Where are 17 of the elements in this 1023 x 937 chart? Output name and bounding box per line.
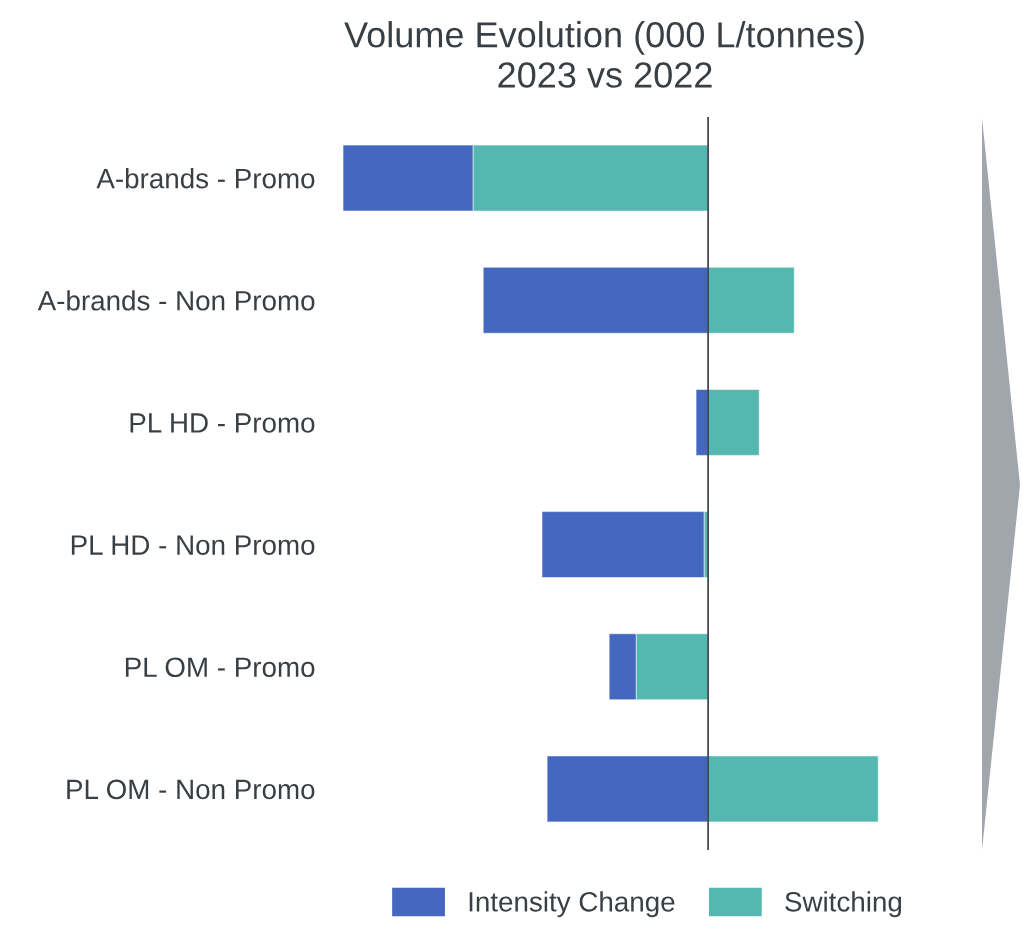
chart-title: Volume Evolution (000 L/tonnes) xyxy=(344,21,864,55)
bar xyxy=(541,511,705,578)
y-tick-label: A-brands - Non Promo xyxy=(37,290,315,311)
bar xyxy=(707,266,795,334)
y-tick-label: A-brands - Promo xyxy=(96,168,315,189)
legend-label: Switching xyxy=(785,891,902,918)
y-tick-label: PL HD - Non Promo xyxy=(71,535,315,555)
y-tick-label: PL OM - Promo xyxy=(125,657,315,678)
chart-subtitle: 2023 vs 2022 xyxy=(498,62,712,88)
bar xyxy=(707,755,879,823)
bar xyxy=(707,389,760,456)
legend-label: Intensity Change xyxy=(469,891,675,918)
bar xyxy=(482,266,709,334)
y-tick-label: PL OM - Non Promo xyxy=(67,779,315,800)
y-tick-label: PL HD - Promo xyxy=(130,413,315,433)
bar xyxy=(695,389,709,456)
bar xyxy=(546,755,709,823)
